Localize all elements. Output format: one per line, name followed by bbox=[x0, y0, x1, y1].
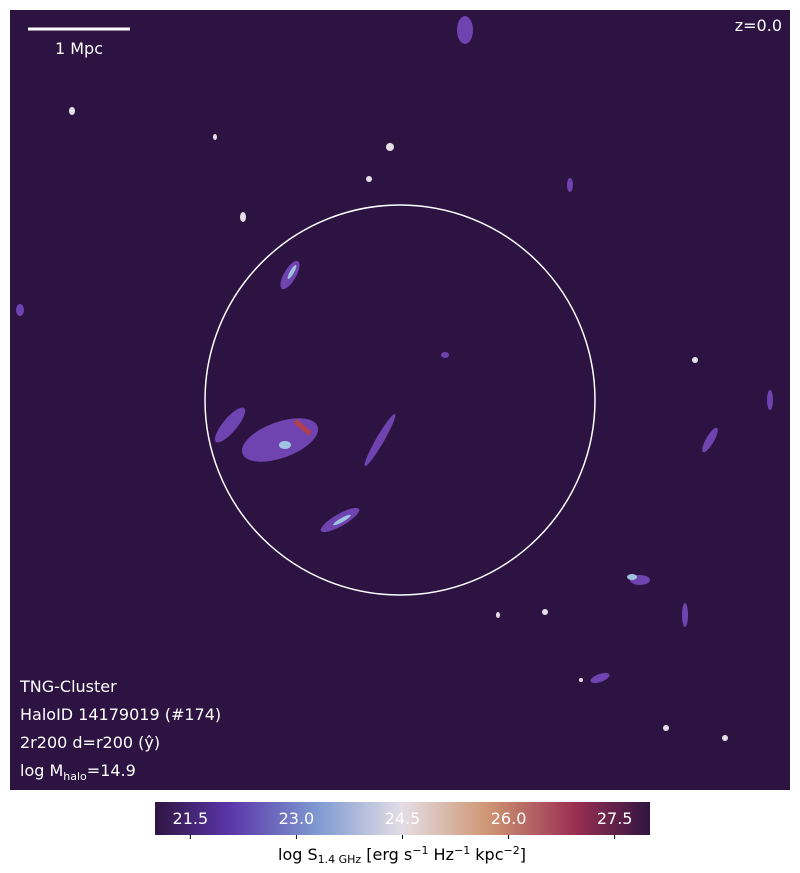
label-part: −1 bbox=[454, 844, 470, 857]
r200-circle bbox=[204, 204, 596, 596]
label-part: Hz bbox=[428, 845, 454, 864]
colorbar-tick-label: 21.5 bbox=[173, 809, 209, 828]
colorbar-label: log S1.4 GHz [erg s−1 Hz−1 kpc−2] bbox=[278, 844, 526, 866]
annotation: 2r200 d=r200 (ŷ) bbox=[20, 733, 160, 752]
annotation: HaloID 14179019 (#174) bbox=[20, 705, 221, 724]
annotation: log Mhalo=14.9 bbox=[20, 761, 136, 783]
map-background bbox=[10, 10, 790, 790]
annotation-part: halo bbox=[63, 770, 87, 783]
emission-blobs bbox=[16, 16, 773, 741]
label-part: ] bbox=[520, 845, 526, 864]
label-part: −1 bbox=[412, 844, 428, 857]
scale-bar-label: 1 Mpc bbox=[55, 39, 103, 58]
label-part: log S bbox=[278, 845, 318, 864]
colorbar-tick-label: 24.5 bbox=[385, 809, 421, 828]
label-part: −2 bbox=[504, 844, 520, 857]
annotation: TNG-Cluster bbox=[19, 677, 117, 696]
colorbar-tick-label: 27.5 bbox=[597, 809, 633, 828]
colorbar bbox=[155, 802, 650, 835]
colorbar-tick-label: 26.0 bbox=[491, 809, 527, 828]
annotation-part: log M bbox=[20, 761, 63, 780]
annotation-part: =14.9 bbox=[87, 761, 136, 780]
label-part: 1.4 GHz bbox=[318, 853, 362, 866]
redshift-label: z=0.0 bbox=[735, 16, 782, 35]
label-part: kpc bbox=[470, 845, 503, 864]
label-part: [erg s bbox=[361, 845, 412, 864]
colorbar-tick-label: 23.0 bbox=[279, 809, 315, 828]
